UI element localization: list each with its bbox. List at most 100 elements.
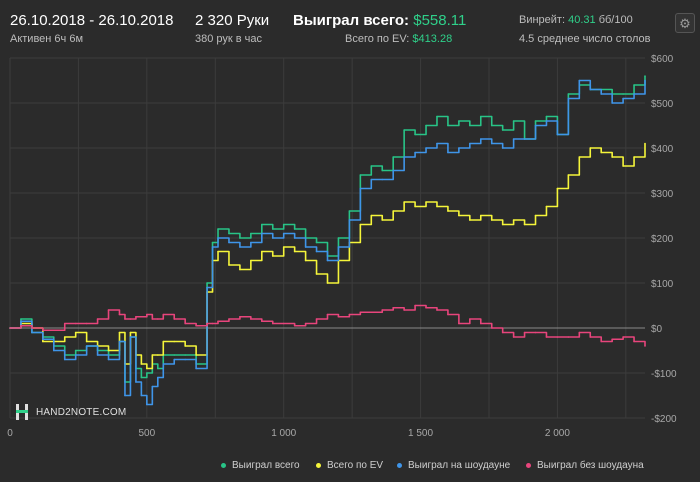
y-tick-label: $300 xyxy=(651,189,674,200)
data-point xyxy=(567,174,570,176)
data-point xyxy=(157,354,159,356)
data-point xyxy=(644,75,646,77)
data-point xyxy=(206,286,208,289)
series-nonshowdown-line xyxy=(10,304,646,346)
y-tick-label: $200 xyxy=(651,234,674,245)
data-point xyxy=(534,331,537,334)
x-tick-label: 0 xyxy=(7,428,13,439)
data-point xyxy=(436,142,438,145)
data-point xyxy=(195,324,197,327)
data-point xyxy=(436,115,438,118)
data-point xyxy=(534,120,537,122)
data-point xyxy=(326,259,329,262)
legend-item-ev-total[interactable]: Всего по EV xyxy=(316,458,383,472)
data-point xyxy=(436,205,438,208)
data-point xyxy=(403,129,405,131)
data-point xyxy=(469,142,471,145)
data-point xyxy=(282,223,285,226)
data-point xyxy=(107,309,110,311)
data-point xyxy=(239,315,241,318)
x-tick-label: 1 000 xyxy=(271,428,296,439)
data-point xyxy=(545,205,548,208)
data-point xyxy=(261,223,263,226)
data-point xyxy=(490,219,493,221)
settings-gear-icon[interactable]: ⚙ xyxy=(675,13,695,33)
legend-item-showdown[interactable]: Выиграл на шоудауне xyxy=(397,458,510,472)
data-point xyxy=(512,138,515,140)
data-point xyxy=(9,327,11,329)
data-point xyxy=(162,340,165,343)
won-total-value: $558.11 xyxy=(413,12,467,29)
data-point xyxy=(469,124,471,127)
legend-label: Выиграл всего xyxy=(232,459,300,471)
data-point xyxy=(359,311,362,314)
legend-label: Всего по EV xyxy=(327,459,384,471)
data-point xyxy=(425,147,427,149)
data-point xyxy=(359,174,362,176)
x-axis-ticks: 0 500 1 000 1 500 2 000 xyxy=(7,428,570,439)
data-point xyxy=(370,214,373,217)
legend-dot-pink xyxy=(526,462,531,468)
data-point xyxy=(271,255,274,257)
data-point xyxy=(157,318,159,320)
data-point xyxy=(545,120,548,122)
data-point xyxy=(403,309,405,311)
data-point xyxy=(63,336,66,338)
data-point xyxy=(195,354,197,356)
data-point xyxy=(622,165,624,167)
data-point xyxy=(490,142,493,145)
data-point xyxy=(523,138,526,140)
data-point xyxy=(140,394,143,397)
data-point xyxy=(42,329,44,332)
data-point xyxy=(567,93,570,95)
data-point xyxy=(545,115,548,118)
winrate-label: Винрейт: xyxy=(519,14,566,26)
data-point xyxy=(140,376,143,379)
data-point xyxy=(458,147,460,149)
data-point xyxy=(293,324,296,327)
data-point xyxy=(293,228,296,230)
ev-total-value: $413.28 xyxy=(412,33,453,45)
data-point xyxy=(250,318,252,320)
hand2note-logo-icon xyxy=(16,404,30,420)
legend-item-won-total[interactable]: Выиграл всего xyxy=(221,458,300,472)
data-point xyxy=(315,273,318,275)
data-point xyxy=(589,336,592,338)
data-point xyxy=(414,304,416,307)
data-point xyxy=(96,318,99,320)
data-point xyxy=(211,322,214,325)
data-point xyxy=(556,187,559,190)
data-point xyxy=(589,88,592,91)
data-point xyxy=(479,115,482,118)
data-point xyxy=(63,322,66,325)
data-point xyxy=(359,223,362,226)
series-lines xyxy=(9,75,646,406)
data-point xyxy=(479,214,482,217)
data-point xyxy=(490,327,493,329)
data-point xyxy=(217,250,219,253)
data-point xyxy=(157,367,159,370)
data-point xyxy=(425,124,427,127)
legend-dot-yellow xyxy=(316,462,321,468)
legend-item-nonshowdown[interactable]: Выиграл без шоудауна xyxy=(526,458,644,472)
legend-dot-blue xyxy=(397,462,402,468)
data-point xyxy=(622,93,624,95)
data-point xyxy=(20,324,22,327)
data-point xyxy=(556,133,559,136)
data-point xyxy=(195,367,197,370)
data-point xyxy=(151,385,154,388)
data-point xyxy=(600,151,603,154)
data-point xyxy=(304,322,307,325)
data-point xyxy=(337,237,340,239)
data-point xyxy=(611,156,613,158)
data-point xyxy=(633,340,635,343)
data-point xyxy=(633,84,635,86)
winrate-value: 40.31 xyxy=(568,14,596,26)
graph-chart: -$200 -$100 $0 $100 $200 $300 $400 $500 $600 0 50… xyxy=(7,54,677,439)
data-point xyxy=(381,309,384,311)
data-point xyxy=(162,363,165,365)
data-point xyxy=(124,318,126,320)
data-point xyxy=(162,313,165,316)
data-point xyxy=(337,315,340,318)
data-point xyxy=(184,322,186,325)
